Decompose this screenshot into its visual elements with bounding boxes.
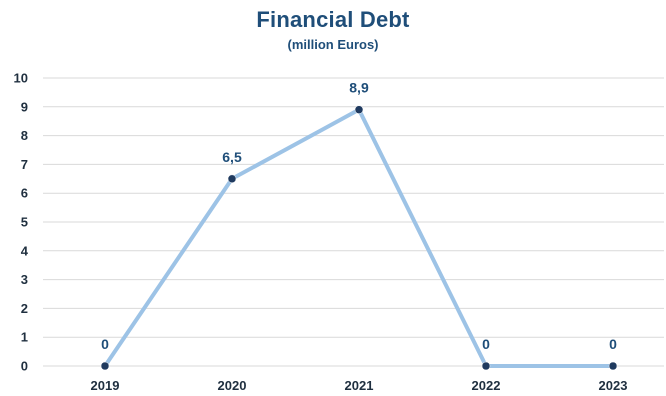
y-tick-label: 1 [21, 330, 28, 345]
y-tick-label: 0 [21, 359, 28, 374]
data-point [227, 174, 237, 184]
data-point [608, 361, 618, 371]
y-tick-label: 8 [21, 128, 28, 143]
y-tick-label: 3 [21, 272, 28, 287]
y-tick-label: 5 [21, 215, 28, 230]
data-label: 0 [101, 336, 109, 352]
data-label: 0 [609, 336, 617, 352]
data-label: 0 [482, 336, 490, 352]
x-tick-label: 2023 [599, 378, 628, 393]
x-tick-label: 2022 [472, 378, 501, 393]
x-tick-label: 2020 [218, 378, 247, 393]
y-tick-label: 6 [21, 186, 28, 201]
y-tick-label: 7 [21, 157, 28, 172]
y-tick-label: 9 [21, 99, 28, 114]
x-tick-label: 2019 [91, 378, 120, 393]
chart-title: Financial Debt [256, 7, 410, 32]
chart-subtitle: (million Euros) [287, 37, 379, 52]
data-point [354, 105, 364, 114]
data-label: 8,9 [349, 80, 369, 96]
series-line [103, 107, 615, 368]
y-tick-label: 10 [14, 71, 28, 86]
data-point [100, 361, 110, 371]
y-tick-label: 2 [21, 301, 28, 316]
y-tick-label: 4 [21, 243, 29, 258]
data-point [481, 361, 491, 371]
data-label: 6,5 [222, 149, 242, 165]
x-tick-label: 2021 [345, 378, 374, 393]
